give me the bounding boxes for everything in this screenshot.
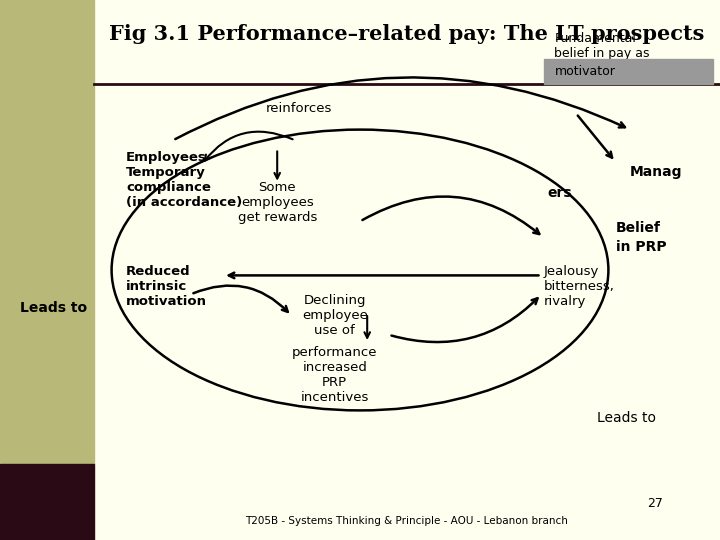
Text: reinforces: reinforces	[266, 102, 332, 114]
Text: in PRP: in PRP	[616, 240, 666, 254]
Text: Manag: Manag	[630, 165, 683, 179]
Bar	[0, 0, 94, 464]
Text: T205B - Systems Thinking & Principle - AOU - Lebanon branch: T205B - Systems Thinking & Principle - A…	[246, 516, 568, 526]
Text: Fig 3.1 Performance–related pay: The LT prospects: Fig 3.1 Performance–related pay: The LT …	[109, 24, 704, 44]
Text: motivator: motivator	[554, 65, 616, 78]
Text: Employees
Temporary
compliance
(in accordance): Employees Temporary compliance (in accor…	[126, 151, 242, 209]
Text: Belief: Belief	[616, 221, 660, 235]
Text: Reduced
intrinsic
motivation: Reduced intrinsic motivation	[126, 265, 207, 308]
Text: Jealousy
bitterness,
rivalry: Jealousy bitterness, rivalry	[544, 265, 614, 308]
Text: Fundamental
belief in pay as: Fundamental belief in pay as	[554, 32, 650, 60]
Text: Declining
employee
use of: Declining employee use of	[302, 294, 368, 338]
Text: Some
employees
get rewards: Some employees get rewards	[238, 181, 317, 224]
Bar	[0, 464, 94, 540]
Text: performance
increased
PRP
incentives: performance increased PRP incentives	[292, 346, 377, 403]
Text: 27: 27	[647, 497, 663, 510]
Text: ers: ers	[547, 186, 572, 200]
Text: Leads to: Leads to	[597, 411, 656, 426]
Bar	[544, 59, 713, 84]
Text: Leads to: Leads to	[20, 301, 88, 315]
